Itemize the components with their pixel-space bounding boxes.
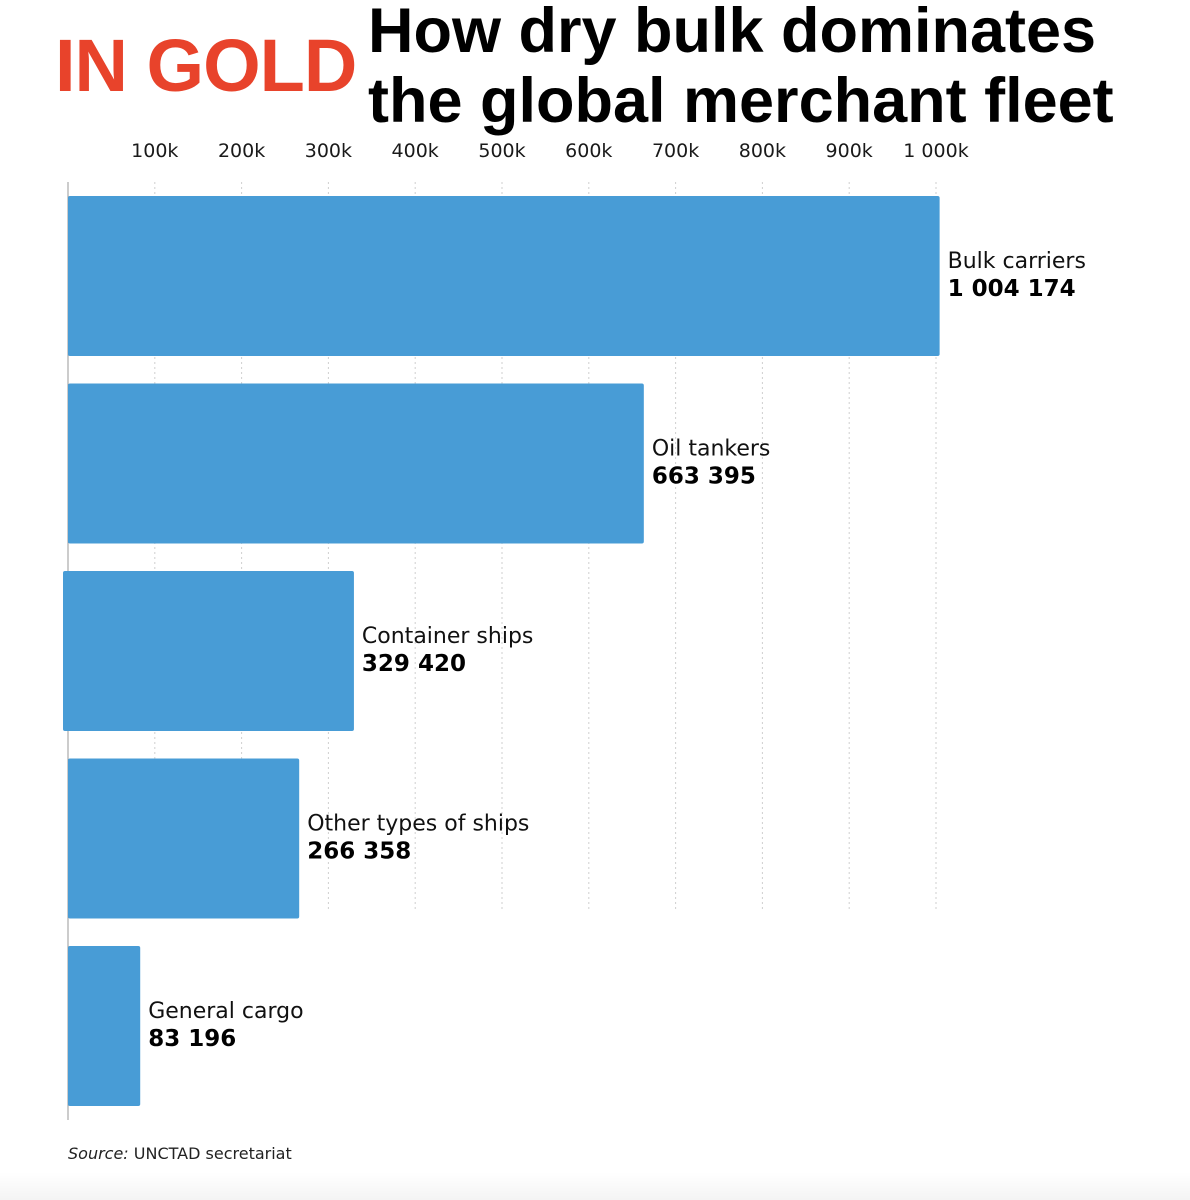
bar-value-label: 83 196 (148, 1026, 236, 1052)
x-tick-label: 300k (305, 140, 352, 162)
bar (63, 571, 354, 731)
x-tick-label: 800k (739, 140, 786, 162)
x-tick-label: 100k (131, 140, 178, 162)
x-tick-label: 500k (478, 140, 525, 162)
bar-category-label: Bulk carriers (948, 249, 1086, 274)
bar-category-label: Other types of ships (307, 812, 529, 837)
bar-value-label: 266 358 (307, 839, 411, 865)
bars (63, 196, 940, 1106)
x-tick-label: 600k (565, 140, 612, 162)
chart-title: How dry bulk dominates the global mercha… (368, 0, 1114, 136)
x-tick-label: 200k (218, 140, 265, 162)
x-tick-label: 1 000k (903, 140, 968, 162)
x-tick-label: 400k (392, 140, 439, 162)
bar (68, 383, 644, 544)
brand-logo-text: IN GOLD (55, 24, 357, 107)
chart-title-line-1: How dry bulk dominates (368, 0, 1097, 66)
x-tick-label: 700k (652, 140, 699, 162)
bar (68, 758, 300, 919)
chart-title-line-2: the global merchant fleet (368, 66, 1114, 136)
bar-category-label: General cargo (148, 999, 303, 1024)
bar-value-label: 663 395 (652, 464, 756, 490)
page-footer-band (0, 1172, 1190, 1200)
source-text: UNCTAD secretariat (133, 1144, 292, 1163)
bar (68, 196, 940, 356)
bar-chart: 100k 200k 300k 400k 500k 600k 700k 800k 900k 1 00… (63, 140, 1086, 1120)
source-note: Source: UNCTAD secretariat (68, 1144, 292, 1163)
x-tick-label: 900k (826, 140, 873, 162)
bar (68, 946, 141, 1106)
bar-value-label: 329 420 (362, 651, 466, 677)
source-prefix: Source: (68, 1144, 129, 1163)
bar-value-label: 1 004 174 (948, 276, 1076, 302)
bar-category-label: Oil tankers (652, 437, 771, 462)
x-axis-ticks: 100k 200k 300k 400k 500k 600k 700k 800k 900k 1 00… (131, 140, 969, 162)
bar-category-label: Container ships (362, 624, 533, 649)
